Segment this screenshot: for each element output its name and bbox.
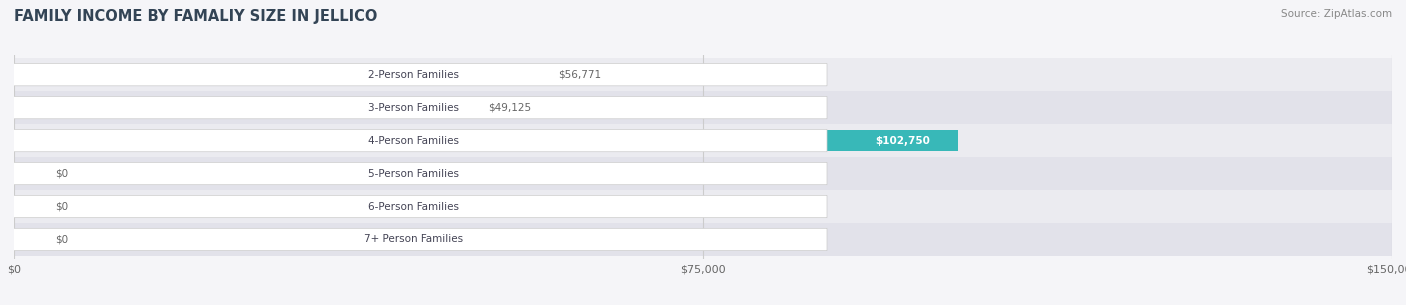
FancyBboxPatch shape — [0, 163, 827, 185]
Bar — [14, 64, 536, 85]
FancyBboxPatch shape — [0, 129, 827, 152]
Bar — [14, 157, 1392, 190]
Text: $56,771: $56,771 — [558, 70, 602, 80]
Text: $0: $0 — [55, 202, 69, 211]
Text: 6-Person Families: 6-Person Families — [368, 202, 460, 211]
Text: 7+ Person Families: 7+ Person Families — [364, 235, 463, 245]
Text: 4-Person Families: 4-Person Families — [368, 136, 460, 145]
Bar — [14, 91, 1392, 124]
FancyBboxPatch shape — [0, 63, 827, 86]
FancyBboxPatch shape — [0, 228, 827, 251]
Text: 2-Person Families: 2-Person Families — [368, 70, 460, 80]
Text: 3-Person Families: 3-Person Families — [368, 103, 460, 113]
FancyBboxPatch shape — [0, 96, 827, 119]
Text: 5-Person Families: 5-Person Families — [368, 169, 460, 178]
Bar — [14, 58, 1392, 91]
Bar — [14, 124, 1392, 157]
Bar — [14, 97, 465, 118]
Text: $49,125: $49,125 — [488, 103, 531, 113]
Bar — [14, 229, 34, 250]
Bar — [14, 190, 1392, 223]
Text: $102,750: $102,750 — [876, 136, 931, 145]
Text: $0: $0 — [55, 235, 69, 245]
Text: Source: ZipAtlas.com: Source: ZipAtlas.com — [1281, 9, 1392, 19]
Bar — [14, 163, 34, 184]
Text: FAMILY INCOME BY FAMALIY SIZE IN JELLICO: FAMILY INCOME BY FAMALIY SIZE IN JELLICO — [14, 9, 377, 24]
Text: $0: $0 — [55, 169, 69, 178]
FancyBboxPatch shape — [0, 196, 827, 218]
Bar — [14, 196, 34, 217]
Bar — [14, 130, 957, 151]
Bar — [14, 223, 1392, 256]
